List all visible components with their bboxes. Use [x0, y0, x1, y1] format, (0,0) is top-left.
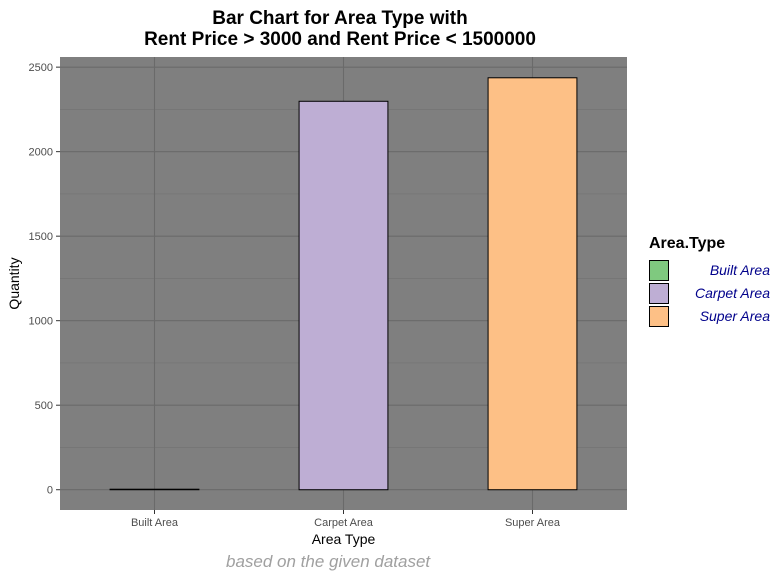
x-tick-label: Built Area	[131, 517, 179, 529]
y-tick-label: 1500	[29, 231, 53, 243]
legend-swatch-carpet-area	[649, 283, 669, 304]
legend-label-carpet-area: Carpet Area	[695, 285, 770, 301]
legend-swatch-built-area	[649, 260, 669, 281]
y-tick-label: 2000	[29, 147, 53, 159]
legend-title: Area.Type	[649, 235, 726, 252]
y-tick-label: 0	[47, 485, 53, 497]
legend-item-carpet-area: Carpet Area	[649, 283, 774, 306]
chart-caption: based on the given dataset	[226, 552, 431, 571]
legend-item-built-area: Built Area	[649, 260, 774, 283]
bar-super-area	[487, 77, 578, 491]
x-axis-title: Area Type	[312, 531, 376, 547]
bar-carpet-area	[298, 100, 389, 491]
y-axis-title: Quantity	[6, 257, 22, 309]
chart-title-line-2: Rent Price > 3000 and Rent Price < 15000…	[144, 29, 536, 50]
bar-built-area	[109, 488, 200, 491]
y-tick-label: 2500	[29, 62, 53, 74]
y-tick-label: 1000	[29, 316, 53, 328]
legend: Area.Type Built Area Carpet Area Super A…	[640, 235, 770, 345]
legend-item-super-area: Super Area	[649, 306, 774, 329]
x-tick-label: Carpet Area	[314, 517, 374, 529]
x-tick-label: Super Area	[505, 517, 561, 529]
y-tick-label: 500	[35, 400, 53, 412]
legend-label-built-area: Built Area	[709, 262, 770, 278]
legend-label-super-area: Super Area	[699, 308, 770, 324]
chart-title-line-1: Bar Chart for Area Type with	[212, 8, 468, 29]
legend-swatch-super-area	[649, 306, 669, 327]
